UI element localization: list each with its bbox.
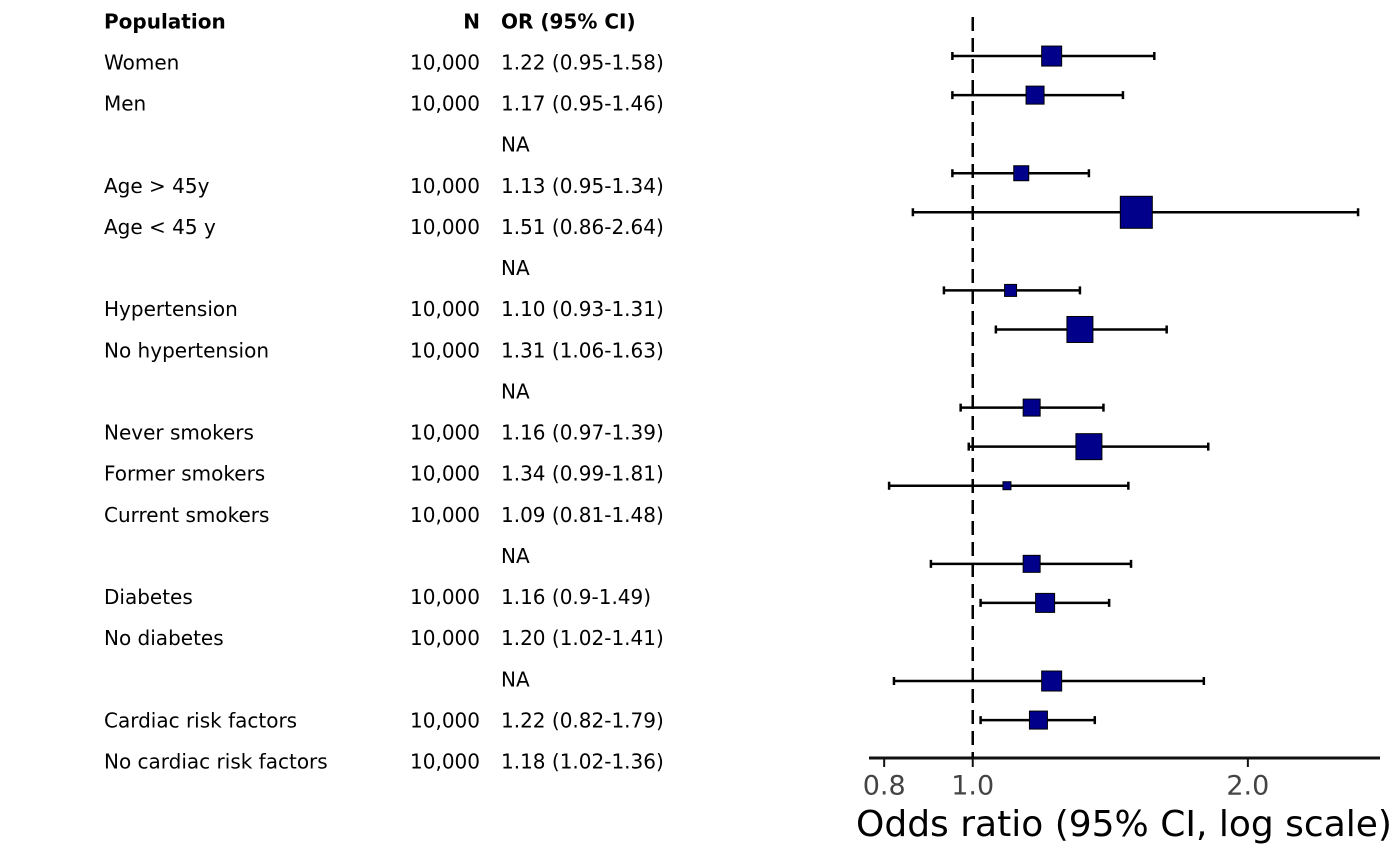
table-cell: No hypertension (104, 338, 269, 362)
point-estimate (1022, 398, 1041, 417)
table-cell: 10,000 (410, 297, 480, 321)
point-estimate (1119, 195, 1153, 229)
column-header: OR (95% CI) (501, 10, 636, 34)
table-cell: Cardiac risk factors (104, 708, 297, 732)
table-cell: 10,000 (410, 51, 480, 75)
table-cell: Men (104, 92, 146, 116)
table-cell: Women (104, 51, 179, 75)
table-cell: 1.22 (0.82-1.79) (501, 708, 664, 732)
table-cell: NA (501, 544, 530, 568)
point-estimate (1002, 481, 1012, 491)
table-cell: 1.22 (0.95-1.58) (501, 51, 664, 75)
table-cell: 10,000 (410, 421, 480, 445)
table-cell: 1.34 (0.99-1.81) (501, 462, 664, 486)
column-header: Population (104, 10, 226, 34)
table-cell: Diabetes (104, 585, 193, 609)
point-estimate (1013, 165, 1030, 182)
x-tick-label: 2.0 (1226, 771, 1269, 802)
table-cell: Former smokers (104, 462, 265, 486)
table-cell: Never smokers (104, 421, 254, 445)
point-estimate (1035, 592, 1056, 613)
table-cell: 10,000 (410, 708, 480, 732)
table-cell: 10,000 (410, 338, 480, 362)
table-cell: NA (501, 256, 530, 280)
table-cell: 1.13 (0.95-1.34) (501, 174, 664, 198)
table-cell: 1.51 (0.86-2.64) (501, 215, 664, 239)
point-estimate (1025, 85, 1045, 105)
x-axis-label: Odds ratio (95% CI, log scale) (856, 804, 1392, 845)
table-cell: 10,000 (410, 503, 480, 527)
table-cell: Current smokers (104, 503, 269, 527)
table-cell: 1.20 (1.02-1.41) (501, 626, 664, 650)
table-cell: 10,000 (410, 174, 480, 198)
table-cell: Hypertension (104, 297, 238, 321)
table-cell: 10,000 (410, 462, 480, 486)
x-tick-label: 1.0 (951, 771, 994, 802)
table-cell: 10,000 (410, 750, 480, 774)
column-header: N (463, 10, 480, 34)
table-cell: NA (501, 379, 530, 403)
table-cell: Age < 45 y (104, 215, 216, 239)
table-cell: 1.18 (1.02-1.36) (501, 750, 664, 774)
table-cell: 1.16 (0.9-1.49) (501, 585, 651, 609)
table-cell: 1.31 (1.06-1.63) (501, 338, 664, 362)
table-cell: 1.09 (0.81-1.48) (501, 503, 664, 527)
table-cell: 10,000 (410, 215, 480, 239)
point-estimate (1075, 433, 1103, 461)
table-cell: 10,000 (410, 626, 480, 650)
point-estimate (1066, 315, 1094, 343)
x-tick-label: 0.8 (863, 771, 906, 802)
table-cell: No diabetes (104, 626, 224, 650)
table-cell: 10,000 (410, 585, 480, 609)
point-estimate (1028, 710, 1048, 730)
point-estimate (1022, 554, 1041, 573)
table-cell: No cardiac risk factors (104, 750, 328, 774)
table-cell: 1.10 (0.93-1.31) (501, 297, 664, 321)
point-estimate (1041, 45, 1063, 67)
point-estimate (1041, 670, 1063, 692)
table-cell: 1.16 (0.97-1.39) (501, 421, 664, 445)
table-cell: 1.17 (0.95-1.46) (501, 92, 664, 116)
table-cell: 10,000 (410, 92, 480, 116)
table-cell: NA (501, 133, 530, 157)
table-cell: Age > 45y (104, 174, 210, 198)
table-cell: NA (501, 667, 530, 691)
point-estimate (1004, 283, 1018, 297)
